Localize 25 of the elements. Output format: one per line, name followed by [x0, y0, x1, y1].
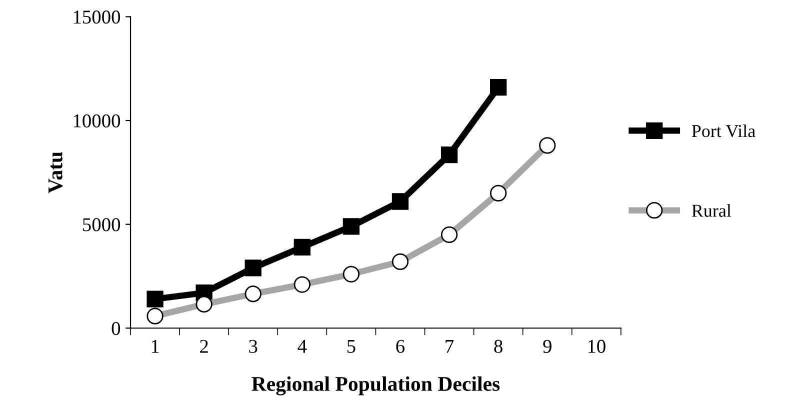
point [244, 260, 262, 276]
x-tick-label: 5 [347, 340, 356, 353]
y-tick-label: 5000 [83, 218, 120, 232]
legend-label: Rural [692, 204, 732, 217]
point [146, 290, 164, 308]
point [392, 193, 409, 210]
y-tick-label: 10000 [74, 114, 120, 128]
point [342, 218, 360, 235]
x-tick-label: 9 [543, 340, 552, 353]
point [294, 238, 310, 256]
point [440, 146, 458, 164]
x-axis-title: Regional Population Deciles [252, 376, 500, 396]
x-tick-label: 3 [249, 340, 258, 353]
x-tick-label: 1 [152, 340, 159, 353]
x-tick-label: 7 [446, 340, 454, 353]
x-tick-label: 4 [298, 340, 307, 353]
legend-label: Port Vila [692, 124, 756, 138]
x-tick-label: 2 [200, 340, 208, 353]
x-tick-label: 10 [588, 340, 606, 353]
y-axis-title: Vatu [48, 152, 63, 194]
y-tick-label: 0 [112, 322, 120, 336]
x-tick-label: 6 [396, 340, 405, 353]
point [490, 78, 507, 96]
y-tick-label: 15000 [74, 10, 120, 24]
x-tick-label: 8 [494, 340, 502, 353]
